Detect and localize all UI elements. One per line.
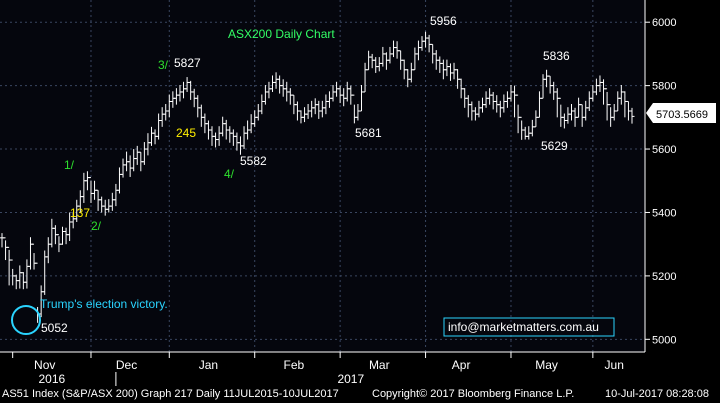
chart-title: ASX200 Daily Chart [228,27,335,41]
x-month-label-mar: Mar [369,358,390,372]
x-month-label-nov: Nov [34,358,55,372]
watermark-text: info@marketmatters.com.au [448,320,599,334]
x-month-label-may: May [535,358,558,372]
annotation-5956: 5956 [430,14,457,28]
annotation-wave-3: 3/ [158,58,169,72]
price-bars [0,31,635,323]
annotation-wave-1: 1/ [64,158,75,172]
annotation-5827: 5827 [174,56,201,70]
watermark-box [443,317,615,337]
last-price-value: 5703.5669 [656,109,708,121]
price-bar [629,107,635,124]
gridlines [0,0,645,352]
y-tick-label-6000: 6000 [652,17,676,29]
y-tick-label-5800: 5800 [652,81,676,93]
footer-copyright: Copyright© 2017 Bloomberg Finance L.P. [372,388,575,400]
y-tick-label-5600: 5600 [652,144,676,156]
x-year-label-2016: 2016 [38,372,65,386]
annotation-5681: 5681 [355,126,382,140]
x-month-label-feb: Feb [284,358,305,372]
x-month-label-jan: Jan [199,358,218,372]
x-year-label-2017: 2017 [337,372,364,386]
last-price-tag: 5703.5669 [646,103,716,123]
annotation-245: 245 [176,126,196,140]
footer-bar: AS51 Index (S&P/ASX 200) Graph 217 Daily… [0,386,720,403]
annotation-5052: 5052 [41,321,68,335]
x-axis: Nov Dec Jan Feb Mar Apr May Jun 2016 2017 [0,351,645,386]
y-axis: 5000 5200 5400 5600 5800 6000 [644,0,676,352]
y-tick-label-5200: 5200 [652,271,676,283]
annotation-5582: 5582 [240,154,267,168]
election-marker-circle [11,305,41,335]
election-annotation: Trump's election victory. [40,297,168,311]
x-month-label-dec: Dec [116,358,137,372]
y-tick-label-5400: 5400 [652,207,676,219]
annotation-137: 137 [70,206,90,220]
annotation-wave-2: 2/ [91,219,102,233]
plot-area [0,0,645,352]
x-month-label-apr: Apr [452,358,471,372]
x-month-label-jun: Jun [605,358,624,372]
annotation-5629: 5629 [541,139,568,153]
annotation-wave-4: 4/ [224,167,235,181]
footer-security: AS51 Index (S&P/ASX 200) Graph 217 Daily… [2,388,339,400]
annotation-5836: 5836 [543,49,570,63]
footer-timestamp: 10-Jul-2017 08:28:08 [605,388,709,400]
y-tick-label-5000: 5000 [652,334,676,346]
